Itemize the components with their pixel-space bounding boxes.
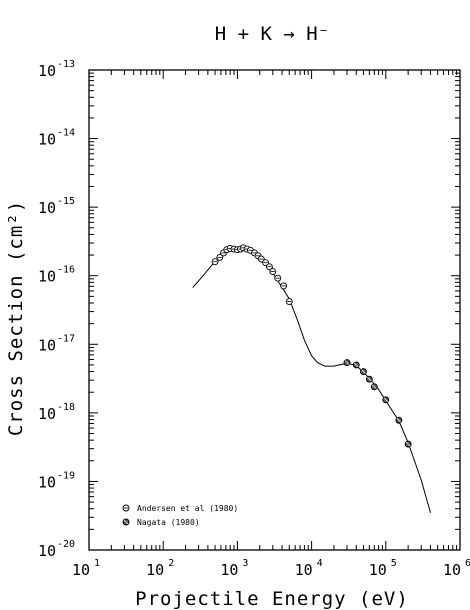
- x-tick-label: 10: [443, 561, 461, 579]
- x-tick-label: 10: [369, 561, 387, 579]
- x-tick-exponent: 1: [94, 558, 100, 569]
- nagata-point-hatch: [372, 384, 377, 390]
- nagata-point-hatch: [344, 360, 350, 365]
- nagata-point-hatch: [396, 418, 402, 423]
- legend-nagata-marker-hatch: [123, 519, 129, 525]
- x-tick-label: 10: [220, 561, 238, 579]
- y-tick-exponent: -15: [57, 196, 75, 207]
- x-tick-exponent: 3: [242, 558, 248, 569]
- nagata-point-hatch: [354, 362, 359, 368]
- legend: Andersen et al (1980) Nagata (1980): [122, 504, 238, 527]
- y-tick-label: 10: [38, 199, 56, 217]
- y-axis-title: Cross Section (cm²): [5, 200, 27, 436]
- axis-ticks: [88, 70, 460, 551]
- legend-label: Andersen et al (1980): [137, 504, 238, 513]
- x-tick-exponent: 6: [465, 558, 470, 569]
- y-tick-exponent: -16: [57, 265, 75, 276]
- y-tick-exponent: -20: [57, 539, 75, 550]
- y-tick-label: 10: [38, 268, 56, 286]
- x-tick-label: 10: [146, 561, 164, 579]
- y-tick-exponent: -17: [57, 333, 75, 344]
- x-tick-label: 10: [295, 561, 313, 579]
- x-tick-exponent: 2: [168, 558, 174, 569]
- plot-frame: [88, 69, 461, 551]
- x-tick-exponent: 4: [317, 558, 323, 569]
- y-tick-label: 10: [38, 336, 56, 354]
- x-tick-labels: 10 1 10 2 10 3 10 4 10 5 10 6: [72, 558, 470, 579]
- y-tick-exponent: -14: [57, 128, 75, 139]
- y-tick-exponent: -13: [57, 59, 75, 70]
- x-tick-exponent: 5: [391, 558, 397, 569]
- y-tick-exponent: -19: [57, 470, 75, 481]
- y-tick-label: 10: [38, 62, 56, 80]
- nagata-point-hatch: [367, 376, 372, 382]
- y-tick-label: 10: [38, 405, 56, 423]
- y-tick-label: 10: [38, 542, 56, 560]
- x-axis-title: Projectile Energy (eV): [135, 588, 409, 610]
- nagata-point-hatch: [405, 441, 411, 447]
- y-tick-label: 10: [38, 473, 56, 491]
- nagata-point-hatch: [361, 369, 366, 374]
- plot-area: [192, 244, 431, 513]
- fit-curve-line: [192, 247, 431, 513]
- y-tick-exponent: -18: [57, 402, 75, 413]
- legend-label: Nagata (1980): [137, 518, 200, 527]
- x-tick-label: 10: [72, 561, 90, 579]
- nagata-point-hatch: [383, 397, 389, 403]
- y-tick-label: 10: [38, 131, 56, 149]
- chart-title: H + K → H⁻: [215, 23, 329, 45]
